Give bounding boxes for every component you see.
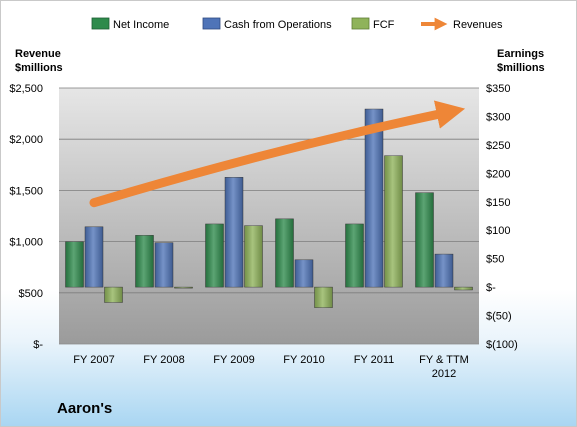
bar-fcf-fy-2010-shade: [314, 287, 333, 308]
x-axis: FY 2007 FY 2008 FY 2009 FY 2010 FY 2011 FY & …: [73, 354, 469, 380]
right-tick-label: $300: [486, 111, 510, 123]
bar-fcf-fy-2009-shade: [244, 225, 263, 288]
left-axis-title-line-2: $millions: [15, 62, 63, 74]
company-name: Aaron's: [57, 400, 112, 417]
bar-net-income-fy-2007-shade: [65, 241, 84, 288]
bar-fcf-fy-ttm-2012-shade: [454, 287, 473, 290]
left-tick-label: $-: [33, 339, 43, 351]
legend-label-fcf: FCF: [373, 19, 395, 31]
plot-area: [59, 88, 479, 344]
revenues-trend-arrow: [89, 100, 466, 208]
bar-cash-from-operations-fy-2010-shade: [295, 259, 313, 288]
right-tick-label: $100: [486, 225, 510, 237]
bar-layer: [65, 108, 473, 308]
right-tick-label: $350: [486, 83, 510, 95]
bar-net-income-fy-2008-shade: [135, 235, 154, 288]
legend-label-net-income: Net Income: [113, 19, 169, 31]
right-axis-title-line-1: Earnings: [497, 48, 544, 60]
bar-fcf-fy-2007-shade: [104, 287, 123, 303]
right-tick-label: $50: [486, 254, 504, 266]
legend-swatch-net-income: [91, 17, 110, 30]
x-tick-label: FY 2007: [73, 354, 114, 366]
right-axis-title-line-2: $millions: [497, 62, 545, 74]
x-tick-label: 2012: [432, 368, 456, 380]
x-tick-label: FY 2008: [143, 354, 184, 366]
bar-net-income-fy-2010-shade: [275, 218, 294, 288]
right-tick-label: $-: [486, 282, 496, 294]
bar-cash-from-operations-fy-2007-shade: [85, 226, 103, 288]
bar-cash-from-operations-fy-2011-shade: [365, 109, 383, 288]
bar-net-income-fy-2009-shade: [205, 223, 224, 288]
left-tick-label: $500: [19, 288, 43, 300]
legend-swatch-cash-from-operations: [202, 17, 221, 30]
legend-swatch-fcf: [351, 17, 370, 30]
left-tick-label: $2,000: [9, 134, 43, 146]
legend-label-revenues: Revenues: [453, 19, 503, 31]
left-tick-label: $2,500: [9, 83, 43, 95]
bar-net-income-fy-2011-shade: [345, 223, 364, 288]
left-tick-label: $1,500: [9, 185, 43, 197]
bar-fcf-fy-2008-shade: [174, 287, 193, 289]
left-tick-label: $1,000: [9, 237, 43, 249]
legend-label-cash-from-operations: Cash from Operations: [224, 19, 332, 31]
x-tick-label: FY 2011: [354, 354, 395, 366]
revenue-trend-layer: [89, 100, 466, 208]
right-tick-label: $(50): [486, 311, 512, 323]
x-tick-label: FY 2009: [213, 354, 254, 366]
left-axis-title-line-1: Revenue: [15, 48, 61, 60]
right-tick-label: $(100): [486, 339, 518, 351]
right-tick-label: $150: [486, 197, 510, 209]
bar-fcf-fy-2011-shade: [384, 155, 403, 288]
bar-net-income-fy-ttm-2012-shade: [415, 192, 434, 288]
right-tick-label: $200: [486, 168, 510, 180]
x-tick-label: FY 2010: [283, 354, 324, 366]
x-tick-label: FY & TTM: [419, 354, 469, 366]
legend: Net Income Cash from Operations FCF Reve…: [91, 17, 503, 31]
left-axis: $- $500 $1,000 $1,500 $2,000 $2,500: [9, 83, 43, 351]
bar-cash-from-operations-fy-ttm-2012-shade: [435, 254, 453, 288]
bar-cash-from-operations-fy-2008-shade: [155, 242, 173, 288]
right-tick-label: $250: [486, 140, 510, 152]
right-axis: $(100) $(50) $- $50 $100 $150 $200 $250 $300 $350: [486, 83, 518, 351]
bar-cash-from-operations-fy-2009-shade: [225, 177, 243, 288]
